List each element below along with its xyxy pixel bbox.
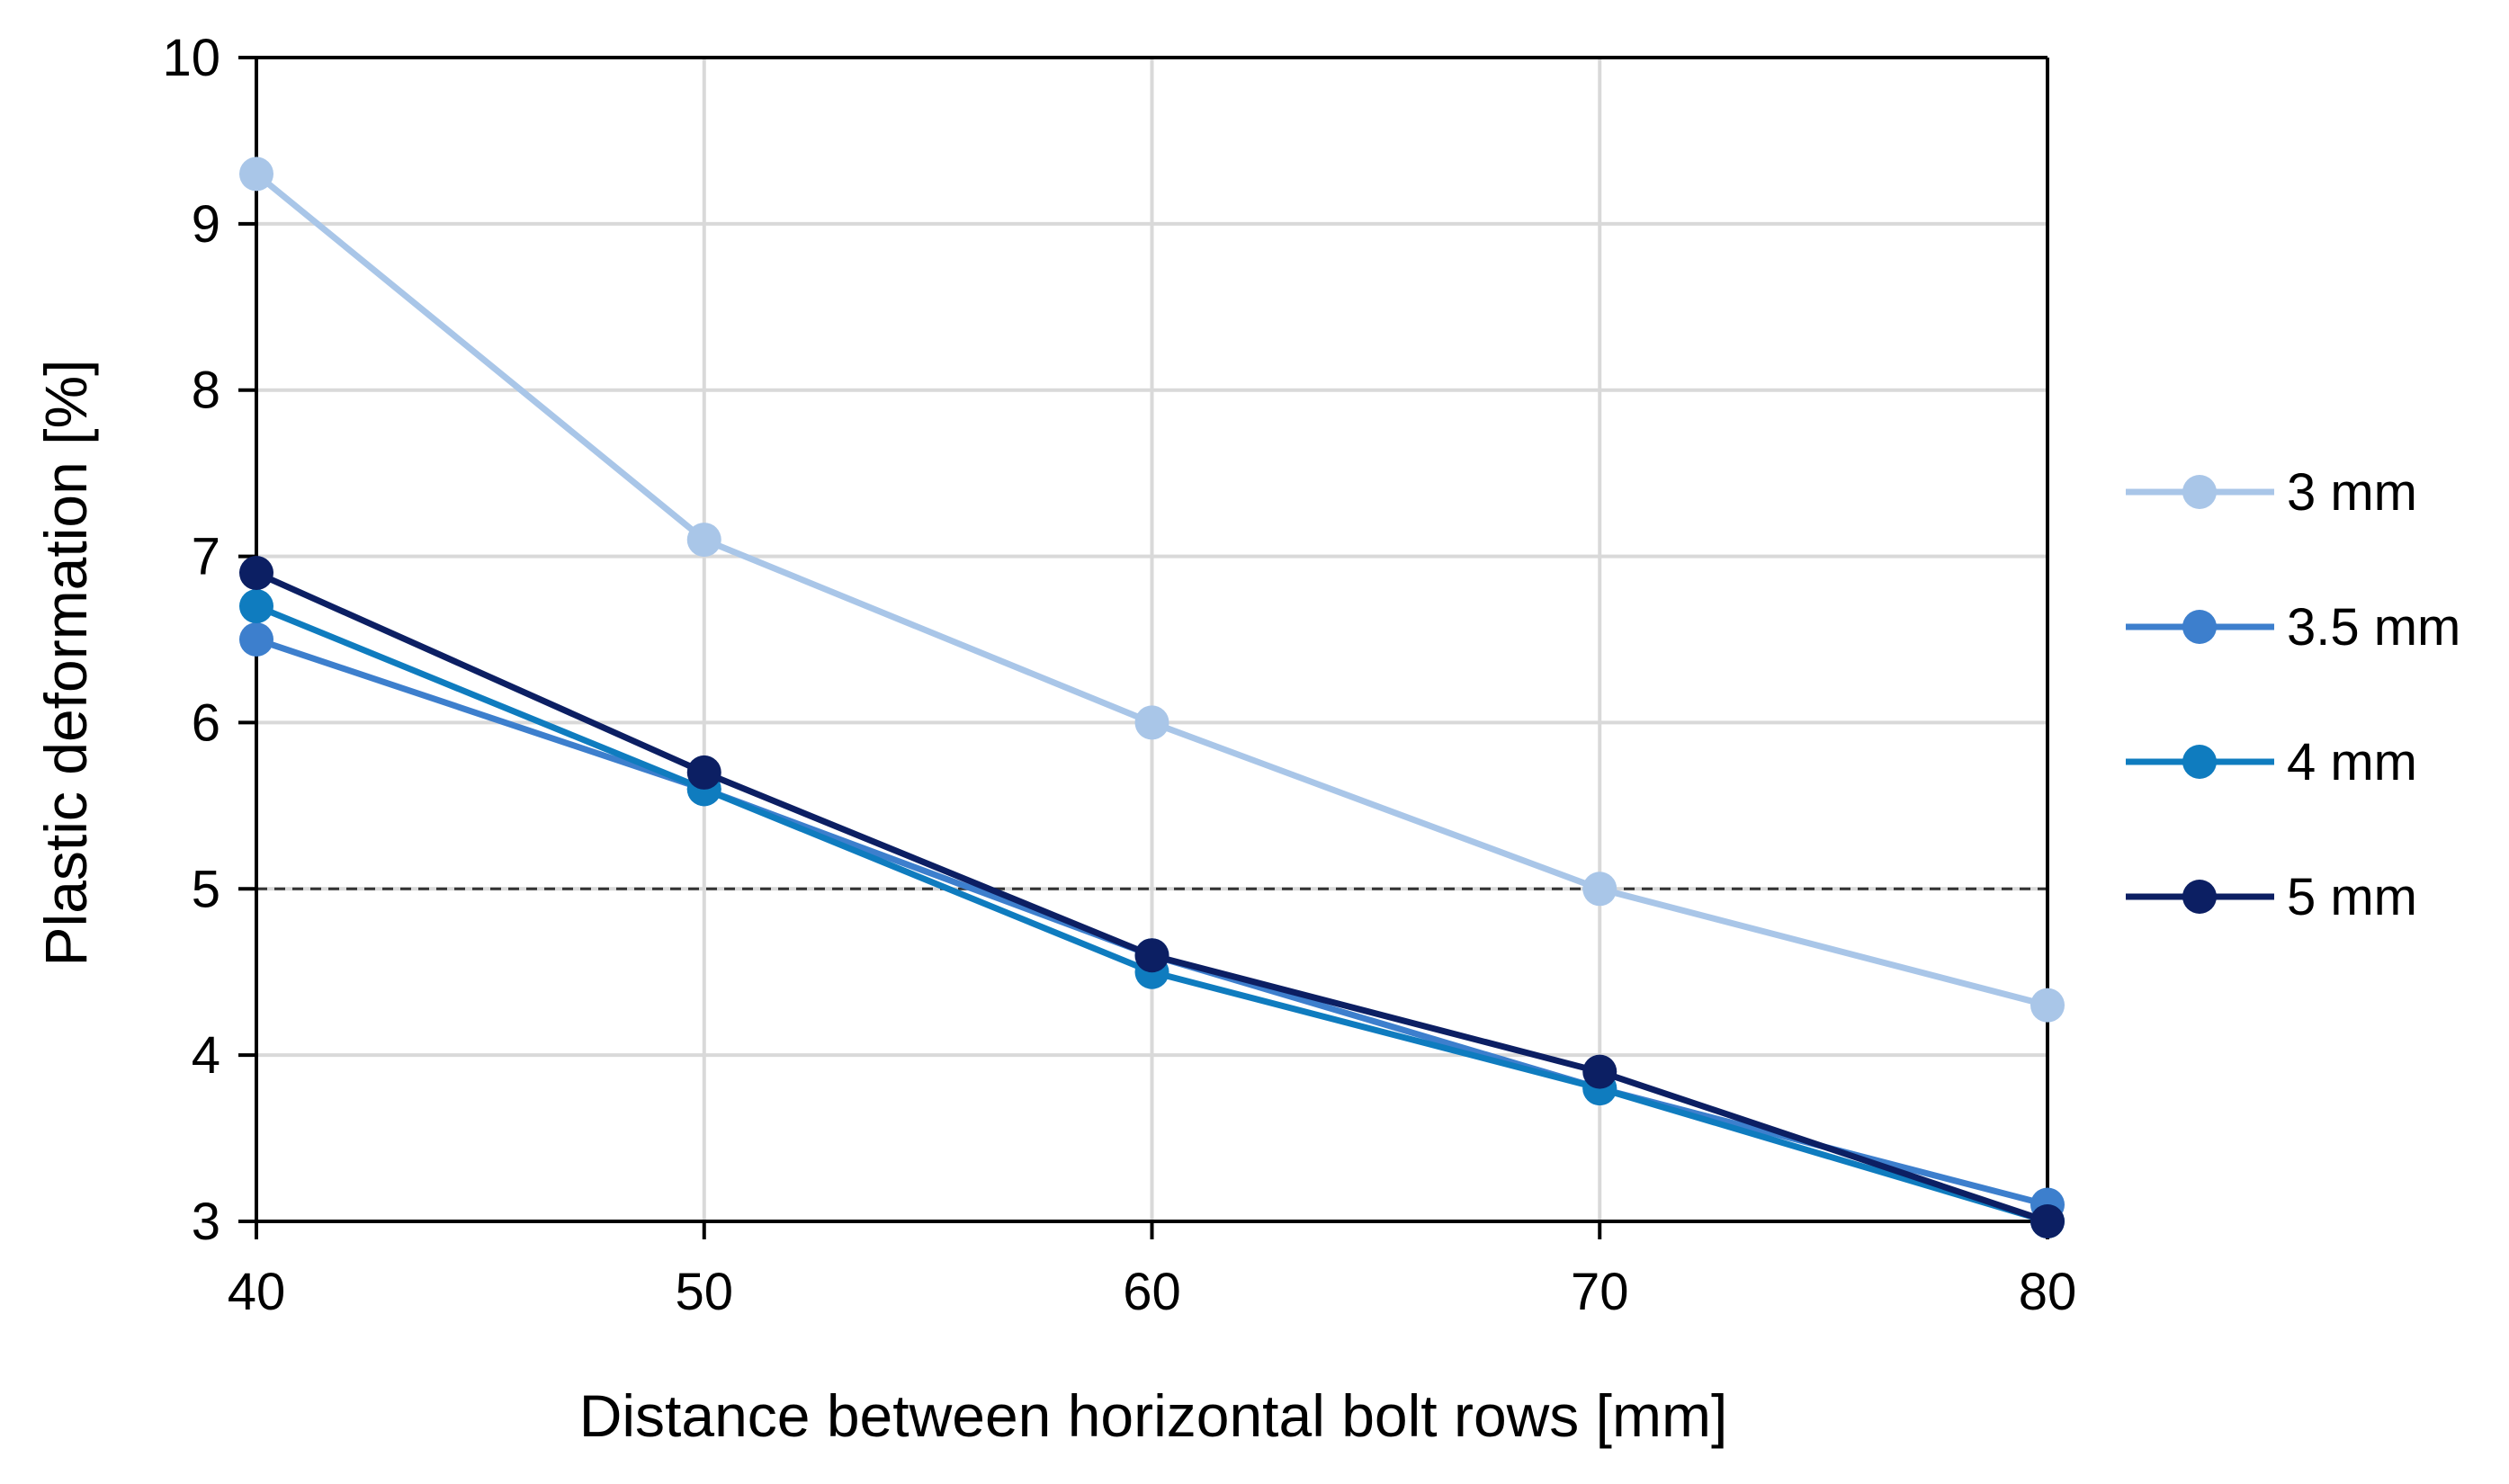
legend-label-0: 3 mm (2287, 463, 2417, 522)
y-tick-label-7: 10 (162, 29, 220, 87)
series-0 (239, 156, 2065, 1023)
legend-swatch-marker-1 (2182, 610, 2217, 644)
grid-lines (255, 56, 2049, 1223)
series-group (239, 156, 2065, 1238)
legend-item-3: 5 mm (2126, 868, 2417, 926)
x-tick-label-0: 40 (228, 1263, 286, 1321)
series-0-point-1 (686, 523, 721, 558)
y-tick-label-0: 3 (192, 1193, 220, 1251)
series-3-point-0 (239, 556, 273, 591)
series-1-point-0 (239, 622, 273, 657)
x-tick-label-3: 70 (1571, 1263, 1629, 1321)
legend-label-2: 4 mm (2287, 733, 2417, 791)
legend-label-1: 3.5 mm (2287, 598, 2460, 657)
legend-swatch-marker-0 (2182, 475, 2217, 509)
legend-item-0: 3 mm (2126, 463, 2417, 522)
legend: 3 mm 3.5 mm 4 mm 5 mm (2126, 463, 2460, 926)
x-tick-label-2: 60 (1123, 1263, 1181, 1321)
series-3-point-2 (1134, 938, 1169, 973)
series-0-point-0 (239, 156, 273, 192)
legend-item-1: 3.5 mm (2126, 598, 2460, 657)
x-axis-title: Distance between horizontal bolt rows [m… (579, 1382, 1728, 1449)
plot-frame (238, 56, 2049, 1239)
legend-label-3: 5 mm (2287, 868, 2417, 926)
legend-swatch-marker-2 (2182, 745, 2217, 779)
x-tick-label-1: 50 (675, 1263, 733, 1321)
y-axis-title: Plastic deformation [%] (32, 360, 99, 967)
series-2-point-0 (239, 589, 273, 624)
y-tick-label-3: 6 (192, 693, 220, 752)
legend-item-2: 4 mm (2126, 733, 2417, 791)
x-tick-labels: 40 50 60 70 80 (228, 1263, 2077, 1321)
series-3-point-1 (686, 755, 721, 790)
x-tick-label-4: 80 (2019, 1263, 2077, 1321)
series-3-point-3 (1582, 1054, 1617, 1089)
legend-swatch-marker-3 (2182, 880, 2217, 914)
series-3-point-4 (2030, 1204, 2065, 1238)
series-0-point-3 (1582, 872, 1617, 907)
y-tick-label-2: 5 (192, 860, 220, 918)
y-tick-labels: 3 4 5 6 7 8 9 10 (162, 29, 220, 1251)
y-tick-label-5: 8 (192, 362, 220, 420)
series-0-point-2 (1134, 705, 1169, 740)
y-tick-label-1: 4 (192, 1026, 220, 1085)
y-tick-label-6: 9 (192, 195, 220, 254)
series-0-point-4 (2030, 988, 2065, 1023)
series-3 (239, 556, 2065, 1238)
y-tick-label-4: 7 (192, 528, 220, 586)
